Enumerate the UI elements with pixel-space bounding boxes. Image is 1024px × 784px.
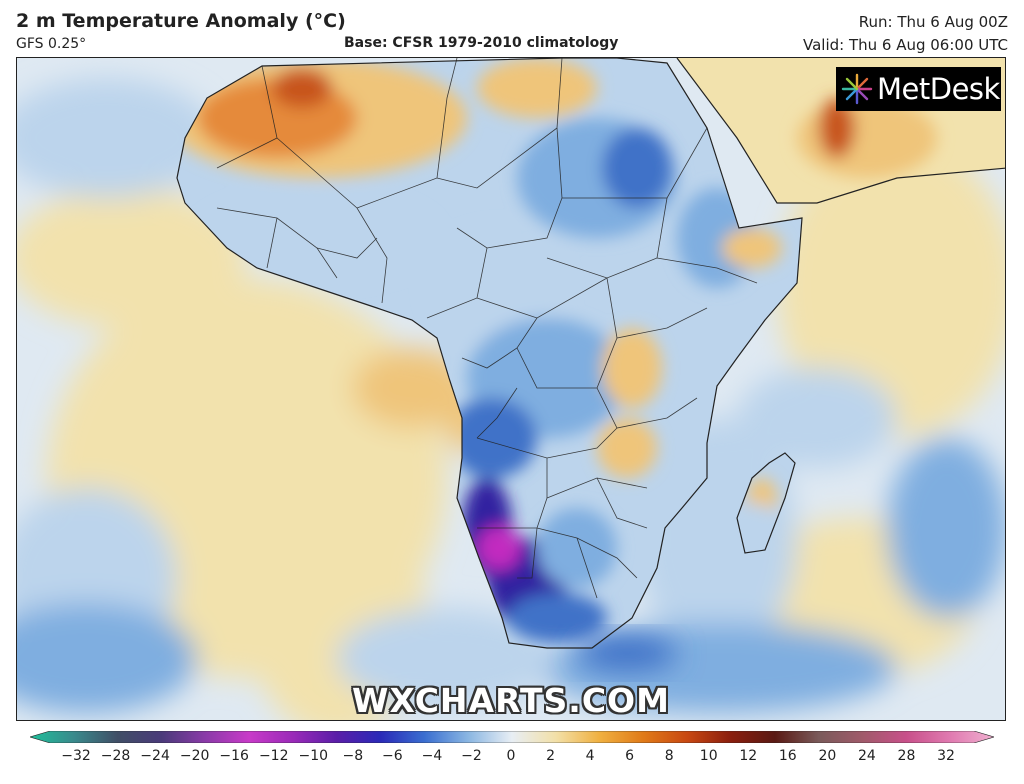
land-anomaly-field xyxy=(177,58,937,643)
colorbar-tick-label: 4 xyxy=(585,748,595,764)
run-time-label: Run: Thu 6 Aug 00Z xyxy=(858,13,1008,31)
country-borders xyxy=(216,58,758,599)
coastlines xyxy=(176,58,1005,649)
colorbar-tick-label: −28 xyxy=(100,748,131,764)
colorbar-tick-label: −16 xyxy=(219,748,249,764)
colorbar-tick-label: 0 xyxy=(506,748,516,764)
colorbar-tick-label: 32 xyxy=(937,748,955,764)
colorbar-tick-label: −2 xyxy=(461,748,482,764)
colorbar-tick-label: 24 xyxy=(857,748,876,764)
map-panel[interactable]: MetDesk WXCHARTS.COM xyxy=(16,57,1006,721)
southern-ocean-cold-tongue xyxy=(577,635,677,671)
colorbar-tick-label: −10 xyxy=(298,748,329,764)
metdesk-burst-icon xyxy=(841,73,873,105)
colorbar-tick-label: −12 xyxy=(258,748,289,764)
anomaly-map xyxy=(17,58,1005,720)
chart-title: 2 m Temperature Anomaly (°C) xyxy=(16,10,346,32)
colorbar-tick-label: 20 xyxy=(818,748,837,764)
base-climatology-label: Base: CFSR 1979-2010 climatology xyxy=(344,35,619,51)
colorbar-gradient xyxy=(30,731,994,743)
colorbar-tick-label: 2 xyxy=(546,748,555,764)
colorbar-tick-label: −32 xyxy=(61,748,91,764)
colorbar-tick-label: 6 xyxy=(625,748,635,764)
colorbar-tick-label: 8 xyxy=(664,748,674,764)
metdesk-logo-text: MetDesk xyxy=(877,72,1000,106)
colorbar-tick-label: −24 xyxy=(140,748,170,764)
colorbar-tick-label: −8 xyxy=(342,748,364,764)
colorbar-tick-label: 10 xyxy=(699,748,718,764)
colorbar-tick-label: 28 xyxy=(897,748,916,764)
colorbar-tick-label: −4 xyxy=(421,748,443,764)
metdesk-logo: MetDesk xyxy=(836,67,1001,111)
colorbar-tick-label: −20 xyxy=(179,748,210,764)
colorbar xyxy=(30,731,994,743)
colorbar-tick-labels: −32 −28 −24 −20 −16 −12 −10 −8 −6 −4 −2 0 2 4 6 8 10 12 16… xyxy=(0,748,1024,768)
valid-time-label: Valid: Thu 6 Aug 06:00 UTC xyxy=(802,36,1008,54)
colorbar-tick-label: −6 xyxy=(382,748,403,764)
colorbar-tick-label: 12 xyxy=(739,748,758,764)
wxcharts-watermark: WXCHARTS.COM xyxy=(352,681,670,720)
colorbar-tick-label: 16 xyxy=(778,748,797,764)
model-label: GFS 0.25° xyxy=(16,36,87,52)
